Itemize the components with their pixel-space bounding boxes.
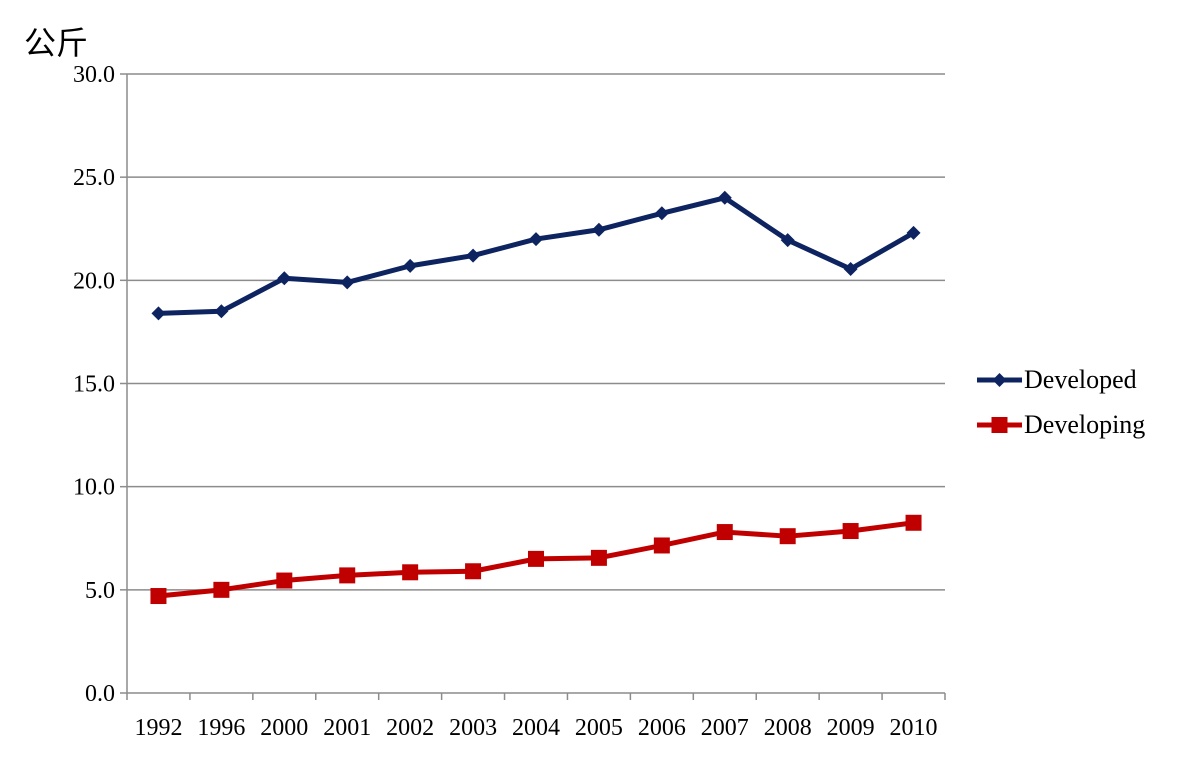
x-tick-label: 2008 [764,715,812,741]
x-tick-label: 2007 [701,715,749,741]
y-tick-label: 5.0 [85,578,115,604]
data-point [529,232,543,247]
legend-label: Developing [1024,410,1145,439]
axes [120,73,946,700]
data-point [842,523,859,540]
data-point [213,581,230,598]
data-point [402,564,419,581]
data-point [403,258,418,273]
data-point [717,190,732,205]
data-point [340,275,355,290]
data-point [779,528,796,545]
data-point [905,514,922,531]
x-tick-label: 2010 [890,715,938,741]
y-tick-label: 25.0 [73,165,115,191]
y-tick-labels: 0.0 5.0 10.0 15.0 20.0 25.0 30.0 [73,62,115,707]
x-tick-labels: 1992 1996 2000 2001 2002 2003 2004 2005 2006 2007… [134,715,937,741]
x-tick-label: 2001 [323,715,371,741]
data-point [780,233,795,248]
y-tick-label: 15.0 [73,372,115,398]
data-point [528,550,544,567]
data-point [277,271,292,286]
data-point [466,248,481,263]
x-tick-label: 2002 [386,715,434,741]
data-point [339,567,356,584]
legend-swatch-marker [992,373,1007,387]
data-point [591,222,606,237]
legend: Developed Developing [977,365,1145,439]
legend-entry-developing: Developing [977,410,1145,439]
series-developed [151,190,921,321]
x-tick-label: 2004 [512,715,560,741]
data-point [150,588,167,605]
legend-label: Developed [1024,365,1137,394]
data-point [151,306,166,321]
x-tick-label: 2006 [638,715,686,741]
y-tick-label: 10.0 [73,475,115,501]
data-point [653,537,670,554]
legend-entry-developed: Developed [977,365,1137,394]
series-line [158,195,915,316]
legend-swatch-marker [991,417,1008,433]
y-tick-label: 30.0 [73,62,115,88]
data-point [590,549,607,566]
grid-lines [127,73,945,591]
y-unit-label: 公斤 [24,24,89,62]
data-point [465,563,482,580]
data-point [654,206,669,221]
series-developing [150,514,922,605]
series-layer [150,190,922,605]
x-tick-label: 2000 [260,715,308,741]
data-point [276,572,293,589]
data-point [906,225,921,240]
x-tick-label: 2009 [827,715,875,741]
x-tick-label: 1992 [134,715,182,741]
data-point [843,261,858,276]
data-point [716,524,733,541]
y-tick-label: 20.0 [73,268,115,294]
y-tick-label: 0.0 [85,681,115,707]
x-tick-label: 2005 [575,715,623,741]
x-tick-label: 2003 [449,715,497,741]
data-point [214,304,229,319]
x-tick-label: 1996 [197,715,245,741]
